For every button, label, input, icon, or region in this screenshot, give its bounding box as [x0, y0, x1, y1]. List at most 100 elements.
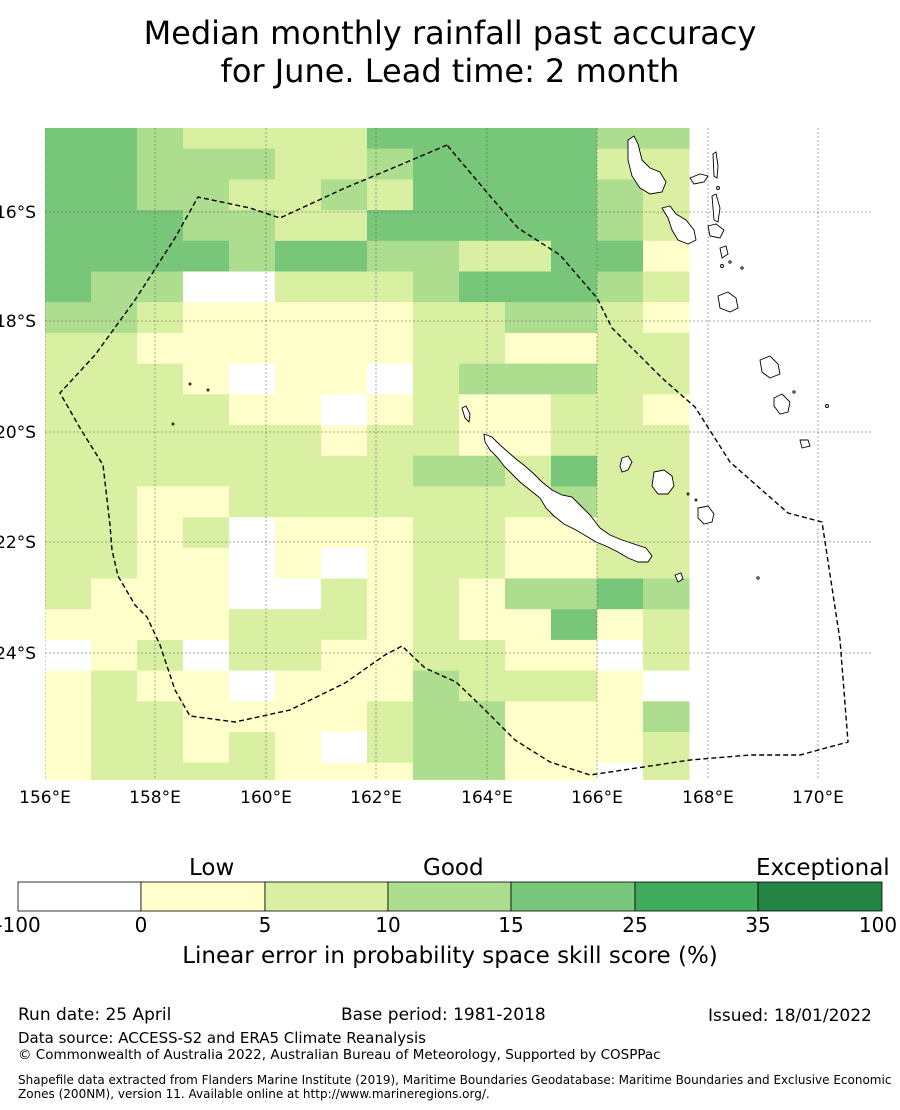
skill-cell — [367, 394, 414, 426]
skill-cell — [321, 210, 368, 242]
skill-cell — [459, 179, 506, 211]
skill-cell — [413, 425, 460, 457]
skill-cell — [45, 302, 92, 334]
skill-cell — [137, 148, 184, 180]
category-low: Low — [189, 855, 235, 881]
skill-cell — [91, 425, 138, 457]
skill-cell — [137, 128, 184, 150]
skill-cell — [643, 128, 690, 150]
skill-cell — [321, 547, 368, 579]
skill-cell — [229, 455, 276, 487]
belep-islands — [461, 405, 471, 423]
tick-label: 35 — [745, 913, 771, 937]
skill-cell — [229, 609, 276, 641]
skill-cell — [505, 179, 552, 211]
mare-island — [697, 505, 715, 525]
skill-cell — [643, 609, 690, 641]
skill-cell — [183, 455, 230, 487]
skill-cell — [275, 639, 322, 672]
skill-cell — [275, 394, 322, 426]
latitude-label: 16°S — [0, 203, 36, 223]
skill-cell — [45, 394, 92, 426]
skill-cell — [137, 578, 184, 610]
copyright: © Commonwealth of Australia 2022, Austra… — [18, 1047, 661, 1063]
skill-cell — [137, 517, 184, 549]
skill-cell — [505, 148, 552, 180]
skill-cell — [643, 578, 690, 610]
skill-cell — [321, 670, 368, 702]
espiritu-santo-island — [627, 135, 667, 195]
skill-cell — [91, 670, 138, 702]
skill-cell — [45, 128, 92, 150]
skill-cell — [643, 363, 690, 395]
skill-cell — [505, 547, 552, 579]
skill-cell — [137, 425, 184, 457]
skill-cell — [643, 240, 690, 272]
latitude-labels: 16°S 18°S 20°S 22°S 24°S — [0, 203, 36, 664]
skill-cell — [45, 670, 92, 702]
skill-cell — [183, 271, 230, 303]
longitude-label: 162°E — [350, 788, 402, 808]
skill-cell — [551, 701, 598, 733]
skill-cell — [367, 240, 414, 272]
skill-cell — [459, 670, 506, 702]
skill-cell — [183, 332, 230, 365]
skill-cell — [275, 670, 322, 702]
skill-cell — [367, 639, 414, 672]
skill-cell — [413, 609, 460, 641]
efate-island — [717, 291, 739, 313]
skill-cell — [91, 210, 138, 242]
skill-cell — [275, 210, 322, 242]
skill-cell — [459, 732, 506, 764]
skill-cell — [505, 517, 552, 549]
skill-cell — [91, 394, 138, 426]
skill-cell — [45, 332, 92, 365]
skill-cell — [183, 128, 230, 150]
skill-cell — [275, 732, 322, 764]
skill-cell — [505, 578, 552, 610]
skill-cell — [643, 302, 690, 334]
skill-cell — [597, 332, 644, 365]
skill-cell — [229, 517, 276, 549]
skill-cell — [229, 271, 276, 303]
skill-cell — [459, 302, 506, 334]
skill-cell — [45, 547, 92, 579]
longitude-labels: 156°E 158°E 160°E 162°E 164°E 166°E 168°E 170°E — [19, 788, 844, 808]
skill-cell — [183, 732, 230, 764]
skill-cell — [183, 762, 230, 780]
skill-cell — [275, 578, 322, 610]
skill-cell — [45, 240, 92, 272]
latitude-label: 22°S — [0, 533, 36, 553]
skill-cell — [459, 486, 506, 518]
skill-cell — [183, 148, 230, 180]
skill-cell — [183, 486, 230, 518]
skill-cell — [321, 332, 368, 365]
skill-cell — [45, 578, 92, 610]
skill-cell — [505, 701, 552, 733]
skill-cell — [45, 762, 92, 780]
ouvea-island — [619, 455, 633, 473]
skill-cell — [459, 639, 506, 672]
skill-cell — [643, 732, 690, 764]
skill-cell — [367, 762, 414, 780]
skill-cell — [367, 271, 414, 303]
skill-cell — [551, 455, 598, 487]
skill-cell — [597, 394, 644, 426]
skill-cell — [229, 394, 276, 426]
skill-cell — [597, 486, 644, 518]
skill-cell — [367, 332, 414, 365]
skill-cell — [229, 240, 276, 272]
skill-cell — [137, 363, 184, 395]
epi-island — [719, 245, 729, 259]
skill-cell — [91, 701, 138, 733]
skill-cell — [91, 128, 138, 150]
skill-cell — [183, 302, 230, 334]
skill-cell — [137, 609, 184, 641]
skill-cell — [45, 148, 92, 180]
skill-cell — [275, 302, 322, 334]
ambae-island — [689, 173, 709, 185]
skill-cell — [321, 394, 368, 426]
maewo-island — [712, 151, 719, 179]
skill-cell — [45, 455, 92, 487]
skill-cell — [459, 762, 506, 780]
